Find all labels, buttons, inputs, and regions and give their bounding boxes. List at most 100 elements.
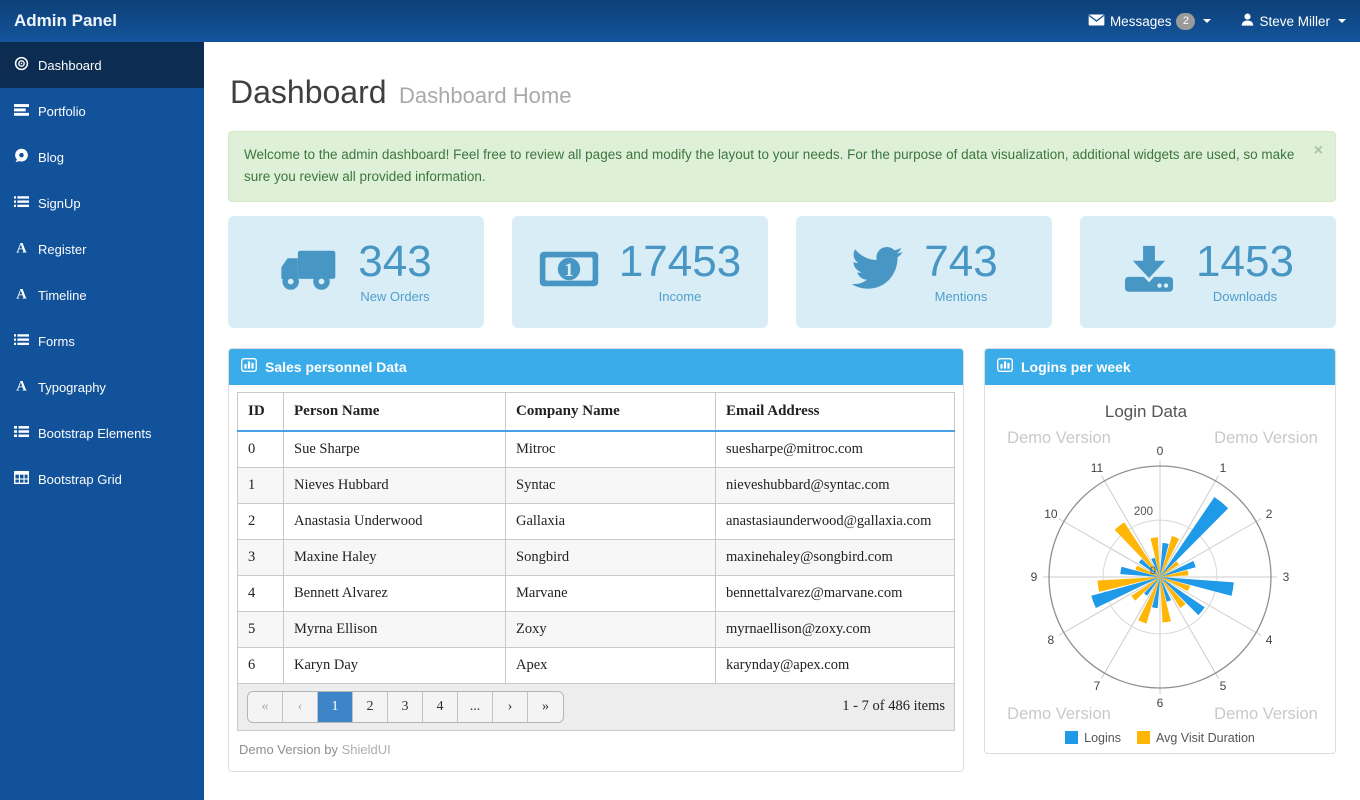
table-cell: 1	[237, 466, 284, 504]
table-cell: 2	[237, 502, 284, 540]
messages-dropdown[interactable]: Messages 2	[1088, 12, 1212, 30]
grid-icon	[14, 470, 29, 488]
column-header-id[interactable]: ID	[237, 391, 284, 432]
watermark: Demo Version	[1007, 705, 1111, 723]
column-header-person-name[interactable]: Person Name	[283, 391, 506, 432]
stat-card-downloads: 1453 Downloads	[1080, 215, 1336, 328]
pager-button[interactable]: ‹	[283, 691, 318, 722]
sidebar-item-register[interactable]: A Register	[0, 226, 204, 272]
table-row[interactable]: 3 Maxine Haley Songbird maxinehaley@songbir…	[237, 538, 955, 576]
table-row[interactable]: 1 Nieves Hubbard Syntac nieveshubbard@synta…	[237, 466, 955, 504]
stat-card-income: 1 17453 Income	[512, 215, 768, 328]
radial-tick-0: 0	[1150, 565, 1156, 577]
table-row[interactable]: 5 Myrna Ellison Zoxy myrnaellison@zoxy.com	[237, 610, 955, 648]
pager-button[interactable]: «	[248, 691, 283, 722]
table-cell: anastasiaunderwood@gallaxia.com	[715, 502, 955, 540]
logins-panel-header: Logins per week	[985, 348, 1335, 385]
font-icon: A	[14, 240, 29, 258]
table-cell: 4	[237, 574, 284, 612]
sales-panel: Sales personnel Data ID Person Name Compan…	[228, 347, 964, 772]
page-title: Dashboard	[230, 74, 387, 110]
polar-bar-avg-visit-duration	[1160, 535, 1180, 577]
table-row[interactable]: 6 Karyn Day Apex karynday@apex.com	[237, 646, 955, 684]
column-header-company-name[interactable]: Company Name	[505, 391, 716, 432]
close-icon[interactable]: ×	[1313, 142, 1323, 159]
user-dropdown[interactable]: Steve Miller	[1241, 13, 1346, 29]
table-cell: Sue Sharpe	[283, 430, 506, 468]
category-label: 11	[1091, 460, 1104, 474]
pager-button[interactable]: 2	[353, 691, 388, 722]
polar-bar-avg-visit-duration	[1160, 576, 1191, 591]
sidebar-item-forms[interactable]: Forms	[0, 318, 204, 364]
tasks-icon	[14, 332, 29, 350]
footnote-text: Demo Version by	[239, 741, 338, 757]
sidebar-item-label: Portfolio	[38, 103, 86, 119]
pager-button[interactable]: ...	[458, 691, 493, 722]
category-label: 5	[1220, 679, 1227, 693]
polar-bar-logins	[1144, 576, 1160, 596]
pager-button[interactable]: »	[528, 692, 563, 722]
sidebar-item-typography[interactable]: A Typography	[0, 364, 204, 410]
table-cell: 5	[237, 610, 284, 648]
svg-text:A: A	[16, 287, 27, 301]
table-cell: myrnaellison@zoxy.com	[715, 610, 955, 648]
polar-spoke	[1058, 517, 1161, 577]
pager-button[interactable]: ›	[493, 691, 528, 722]
chart-legend: Logins Avg Visit Duration	[1065, 731, 1255, 745]
stat-label: Income	[658, 288, 702, 304]
svg-text:1: 1	[564, 260, 574, 281]
legend-item-logins[interactable]: Logins	[1065, 731, 1121, 745]
sidebar-item-bootstrap-elements[interactable]: Bootstrap Elements	[0, 410, 204, 456]
table-cell: nieveshubbard@syntac.com	[715, 466, 955, 504]
welcome-alert-text: Welcome to the admin dashboard! Feel fre…	[244, 147, 1295, 185]
table-cell: Bennett Alvarez	[283, 574, 506, 612]
sales-panel-header: Sales personnel Data	[229, 348, 963, 385]
table-row[interactable]: 4 Bennett Alvarez Marvane bennettalvarez@ma…	[237, 574, 955, 612]
sidebar-nav: Dashboard Portfolio Blog SignUp A Register A Ti…	[0, 42, 204, 800]
legend-item-avg-visit-duration[interactable]: Avg Visit Duration	[1136, 731, 1255, 745]
sidebar-item-dashboard[interactable]: Dashboard	[0, 42, 204, 88]
column-header-email-address[interactable]: Email Address	[715, 391, 955, 432]
sidebar-item-signup[interactable]: SignUp	[0, 180, 204, 226]
sidebar-item-label: Timeline	[38, 287, 87, 303]
envelope-icon	[1088, 13, 1105, 29]
sidebar-item-label: Bootstrap Elements	[38, 425, 152, 441]
chevron-down-icon	[1338, 19, 1346, 23]
polar-bar-avg-visit-duration	[1135, 565, 1160, 577]
sidebar-item-timeline[interactable]: A Timeline	[0, 272, 204, 318]
category-label: 2	[1266, 507, 1273, 521]
pager-button[interactable]: 4	[423, 691, 458, 722]
pager-button[interactable]: 1	[318, 691, 353, 722]
sidebar-item-bootstrap-grid[interactable]: Bootstrap Grid	[0, 456, 204, 502]
bar-chart-icon	[240, 358, 258, 375]
pager-info: 1 - 7 of 486 items	[842, 698, 945, 715]
footnote-brand[interactable]: ShieldUI	[341, 741, 391, 757]
truck-icon	[280, 246, 338, 297]
sales-panel-title: Sales personnel Data	[265, 358, 407, 375]
pager-button[interactable]: 3	[388, 691, 423, 722]
sidebar-item-label: Blog	[38, 149, 65, 165]
svg-text:A: A	[16, 379, 27, 393]
category-label: 1	[1220, 460, 1227, 474]
category-label: 10	[1044, 507, 1058, 521]
polar-spoke	[1159, 517, 1262, 577]
table-row[interactable]: 2 Anastasia Underwood Gallaxia anastasiaund…	[237, 502, 955, 540]
bar-chart-icon	[996, 358, 1014, 375]
stat-value: 743	[924, 237, 998, 287]
table-cell: maxinehaley@songbird.com	[715, 538, 955, 576]
th-list-icon	[14, 424, 29, 442]
table-cell: 6	[237, 646, 284, 684]
page-header: Dashboard Dashboard Home	[230, 74, 1336, 111]
sidebar-item-portfolio[interactable]: Portfolio	[0, 88, 204, 134]
table-row[interactable]: 0 Sue Sharpe Mitroc suesharpe@mitroc.com	[237, 430, 955, 468]
polar-bar-avg-visit-duration	[1160, 569, 1189, 577]
polar-bar-avg-visit-duration	[1114, 521, 1160, 577]
stat-label: Mentions	[934, 288, 988, 304]
table-cell: karynday@apex.com	[715, 646, 955, 684]
table-cell: Apex	[505, 646, 716, 684]
messages-count-badge: 2	[1176, 12, 1196, 30]
grid-footnote: Demo Version by ShieldUI	[237, 731, 955, 761]
user-name: Steve Miller	[1259, 13, 1330, 29]
polar-ring-200	[1102, 519, 1218, 634]
sidebar-item-blog[interactable]: Blog	[0, 134, 204, 180]
